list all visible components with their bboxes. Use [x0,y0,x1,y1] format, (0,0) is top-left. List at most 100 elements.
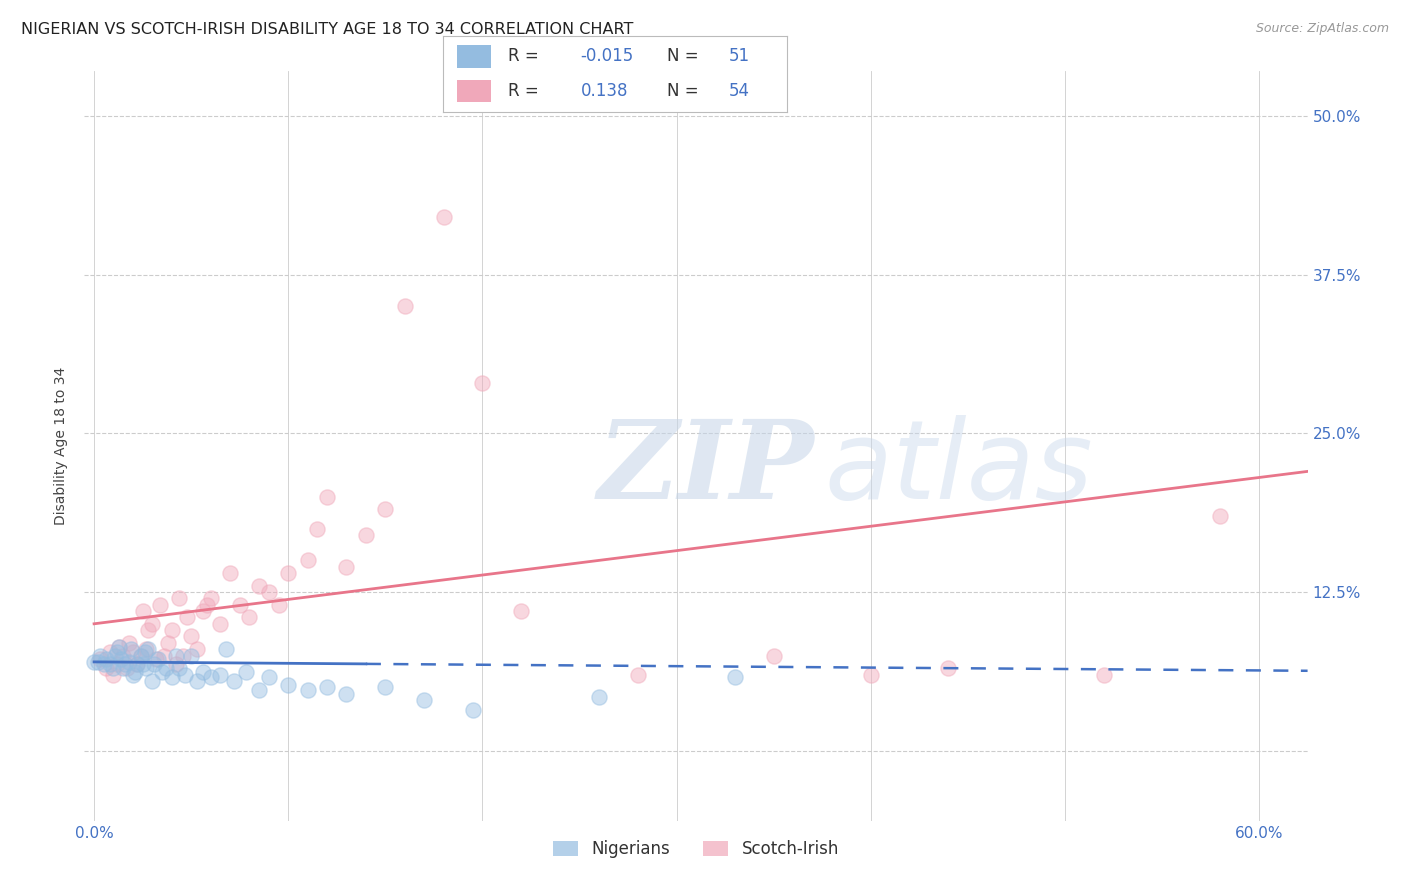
Text: 0.138: 0.138 [581,82,628,100]
Point [172,648,194,663]
Point [209,667,232,681]
Point [94,661,117,675]
Legend: Nigerians, Scotch-Irish: Nigerians, Scotch-Irish [547,833,845,864]
Point [724,670,747,684]
Text: 51: 51 [728,47,749,65]
Y-axis label: Disability Age 18 to 34: Disability Age 18 to 34 [55,367,69,525]
Point [160,670,183,684]
Point [110,652,132,666]
Point [103,667,125,681]
Point [257,585,280,599]
Point [859,667,882,681]
Point [209,616,232,631]
Point [471,376,494,390]
Point [191,604,214,618]
Point [394,299,416,313]
Point [103,661,125,675]
Point [228,598,250,612]
Point [335,687,357,701]
Point [174,667,197,681]
Point [215,642,238,657]
Point [129,648,152,663]
Point [335,559,357,574]
Point [145,652,167,666]
Point [938,661,960,675]
Point [316,490,339,504]
Point [125,657,148,672]
Text: NIGERIAN VS SCOTCH-IRISH DISABILITY AGE 18 TO 34 CORRELATION CHART: NIGERIAN VS SCOTCH-IRISH DISABILITY AGE … [21,22,634,37]
Point [141,673,163,688]
Text: 54: 54 [728,82,749,100]
Text: N =: N = [666,82,699,100]
Text: ZIP: ZIP [598,415,814,522]
Point [200,670,222,684]
Point [219,566,242,580]
Point [94,652,117,666]
Point [112,648,135,663]
Point [432,211,454,225]
Point [108,640,131,654]
Point [277,566,299,580]
Point [135,642,157,657]
Point [131,657,153,672]
Point [146,652,169,666]
Point [165,657,187,672]
Point [186,673,208,688]
Point [588,690,610,705]
Point [762,648,785,663]
Point [120,642,142,657]
Point [374,502,396,516]
Point [461,703,484,717]
Point [114,657,136,672]
Point [118,655,141,669]
Point [105,645,128,659]
Point [176,610,198,624]
Point [155,661,177,675]
Point [143,657,166,672]
Point [118,636,141,650]
Bar [457,79,491,103]
Point [156,636,179,650]
Point [83,655,105,669]
Point [138,642,160,657]
Point [222,673,245,688]
Point [89,652,111,666]
Point [112,661,135,675]
Point [115,661,138,675]
Point [247,682,270,697]
Point [195,598,218,612]
Point [180,648,202,663]
Bar [457,45,491,68]
Point [307,522,329,536]
Point [98,645,121,659]
Point [131,604,153,618]
Point [510,604,533,618]
Point [235,665,257,679]
Point [105,657,128,672]
Point [149,598,172,612]
Point [165,648,187,663]
Point [125,657,148,672]
Point [1209,508,1232,523]
Point [135,661,157,675]
Point [186,642,208,657]
Text: -0.015: -0.015 [581,47,634,65]
Point [297,682,319,697]
Point [257,670,280,684]
Point [374,681,396,695]
Point [138,623,160,637]
Point [200,591,222,606]
Point [169,661,191,675]
Point [413,693,436,707]
Point [93,657,115,672]
Point [134,645,156,659]
Point [141,616,163,631]
Point [104,648,127,663]
Point [98,657,121,672]
Point [87,655,110,669]
Point [267,598,290,612]
Point [122,645,145,659]
Point [160,623,183,637]
Point [169,591,191,606]
Point [277,678,299,692]
